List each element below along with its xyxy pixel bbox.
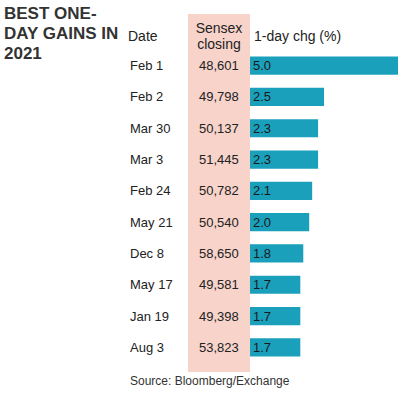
svg-text:49,581: 49,581: [199, 277, 239, 292]
svg-text:Aug 3: Aug 3: [130, 340, 164, 355]
svg-text:Dec 8: Dec 8: [130, 246, 164, 261]
svg-text:Feb 24: Feb 24: [130, 183, 170, 198]
svg-text:49,798: 49,798: [199, 89, 239, 104]
svg-text:Feb 1: Feb 1: [130, 58, 163, 73]
svg-text:Mar 30: Mar 30: [130, 121, 170, 136]
svg-text:50,782: 50,782: [199, 183, 239, 198]
html-text:Sensex closing: Sensex closing: [195, 20, 243, 52]
svg-text:Jan 19: Jan 19: [130, 309, 169, 324]
svg-text:2.3: 2.3: [253, 152, 271, 167]
svg-text:2.3: 2.3: [253, 121, 271, 136]
svg-text:1.7: 1.7: [253, 309, 271, 324]
svg-text:2.5: 2.5: [253, 89, 271, 104]
svg-text:2.0: 2.0: [253, 215, 271, 230]
svg-text:1.8: 1.8: [253, 246, 271, 261]
svg-text:5.0: 5.0: [253, 58, 271, 73]
svg-text:50,137: 50,137: [199, 121, 239, 136]
svg-text:2.1: 2.1: [253, 183, 271, 198]
html-text:BEST ONE-DAY GAINS IN 2021: BEST ONE-DAY GAINS IN 2021: [4, 4, 119, 63]
svg-text:49,398: 49,398: [199, 309, 239, 324]
svg-text:Source: Bloomberg/Exchange: Source: Bloomberg/Exchange: [130, 374, 290, 388]
svg-text:58,650: 58,650: [199, 246, 239, 261]
html-text:1-day chg (%): 1-day chg (%): [254, 28, 342, 44]
svg-text:Mar 3: Mar 3: [130, 152, 163, 167]
svg-text:1.7: 1.7: [253, 277, 271, 292]
svg-text:48,601: 48,601: [199, 58, 239, 73]
html-text:Date: Date: [128, 28, 158, 44]
svg-text:50,540: 50,540: [199, 215, 239, 230]
svg-text:May 17: May 17: [130, 277, 173, 292]
svg-text:1.7: 1.7: [253, 340, 271, 355]
svg-text:51,445: 51,445: [199, 152, 239, 167]
svg-text:May 21: May 21: [130, 215, 173, 230]
svg-text:53,823: 53,823: [199, 340, 239, 355]
svg-text:Feb 2: Feb 2: [130, 89, 163, 104]
